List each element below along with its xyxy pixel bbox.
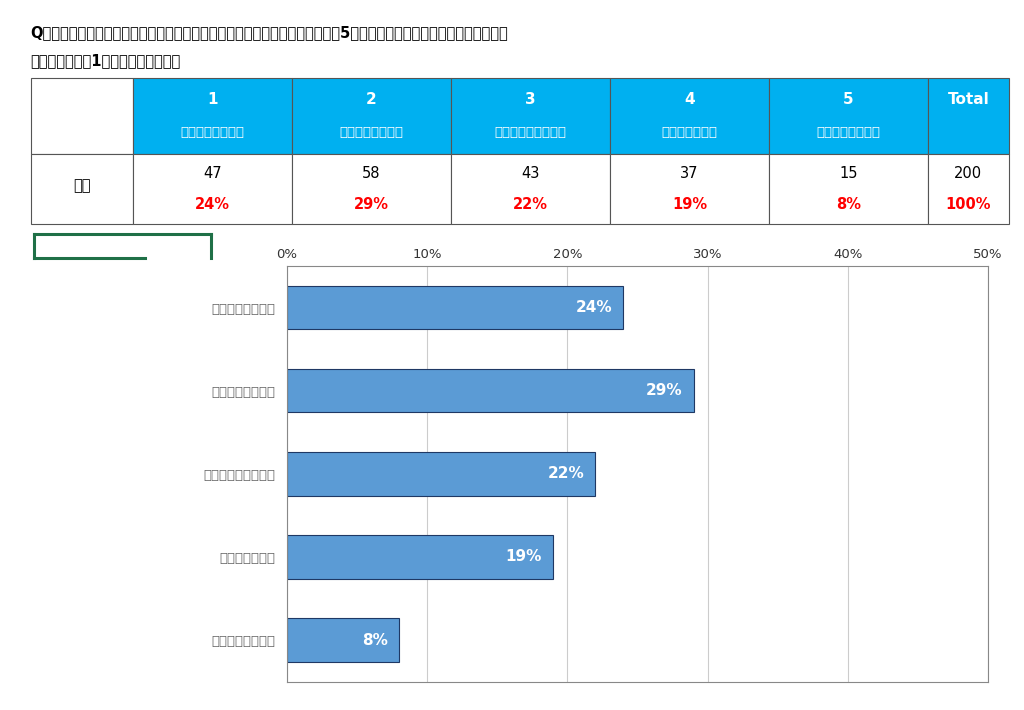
Bar: [287, 369, 693, 413]
Bar: [133, 154, 292, 224]
Text: Total: Total: [947, 92, 989, 106]
Bar: [610, 154, 769, 224]
Text: 2: 2: [366, 92, 377, 106]
Text: 200: 200: [954, 166, 982, 181]
Text: 8%: 8%: [836, 197, 861, 212]
Text: とても不満である: とても不満である: [816, 126, 881, 139]
Bar: [287, 535, 553, 579]
Text: 24%: 24%: [575, 300, 612, 315]
Text: 100%: 100%: [945, 197, 991, 212]
Text: 58: 58: [362, 166, 381, 181]
Text: 22%: 22%: [513, 197, 548, 212]
Bar: [769, 78, 928, 154]
Bar: [31, 78, 133, 154]
Text: 少し不満である: 少し不満である: [662, 126, 718, 139]
Bar: [287, 618, 399, 662]
Text: 1: 1: [207, 92, 217, 106]
Text: まあ満足している: まあ満足している: [339, 126, 403, 139]
Bar: [287, 452, 595, 496]
Text: 37: 37: [680, 166, 698, 181]
Bar: [451, 78, 610, 154]
Text: 19%: 19%: [672, 197, 707, 212]
Bar: [928, 154, 1009, 224]
Bar: [31, 154, 133, 224]
Text: 4: 4: [684, 92, 695, 106]
Text: 29%: 29%: [354, 197, 389, 212]
Text: 29%: 29%: [646, 383, 682, 398]
Bar: [928, 78, 1009, 154]
Bar: [451, 154, 610, 224]
Text: 3: 3: [525, 92, 536, 106]
Text: 43: 43: [521, 166, 540, 181]
Text: 全体: 全体: [73, 178, 90, 192]
Text: 大変満足している: 大変満足している: [180, 126, 245, 139]
Text: どちらとも言えない: どちらとも言えない: [495, 126, 566, 139]
Text: 一番近いものを1つお選びください。: 一番近いものを1つお選びください。: [31, 53, 181, 68]
Text: 24%: 24%: [195, 197, 229, 212]
Text: 47: 47: [203, 166, 221, 181]
Text: Q：あなたは、当店のサービスについてどの程度満足されていますか？以下の5つの選択肢の中からあなたのお気持ちに: Q：あなたは、当店のサービスについてどの程度満足されていますか？以下の5つの選択…: [31, 25, 509, 40]
Text: 5: 5: [843, 92, 854, 106]
Text: 22%: 22%: [548, 466, 584, 481]
Bar: [292, 154, 451, 224]
Text: 8%: 8%: [361, 633, 388, 648]
Bar: [287, 286, 624, 329]
Text: 19%: 19%: [506, 550, 542, 564]
Bar: [133, 78, 292, 154]
Bar: [769, 154, 928, 224]
Bar: [292, 78, 451, 154]
Bar: [610, 78, 769, 154]
Text: 15: 15: [840, 166, 858, 181]
